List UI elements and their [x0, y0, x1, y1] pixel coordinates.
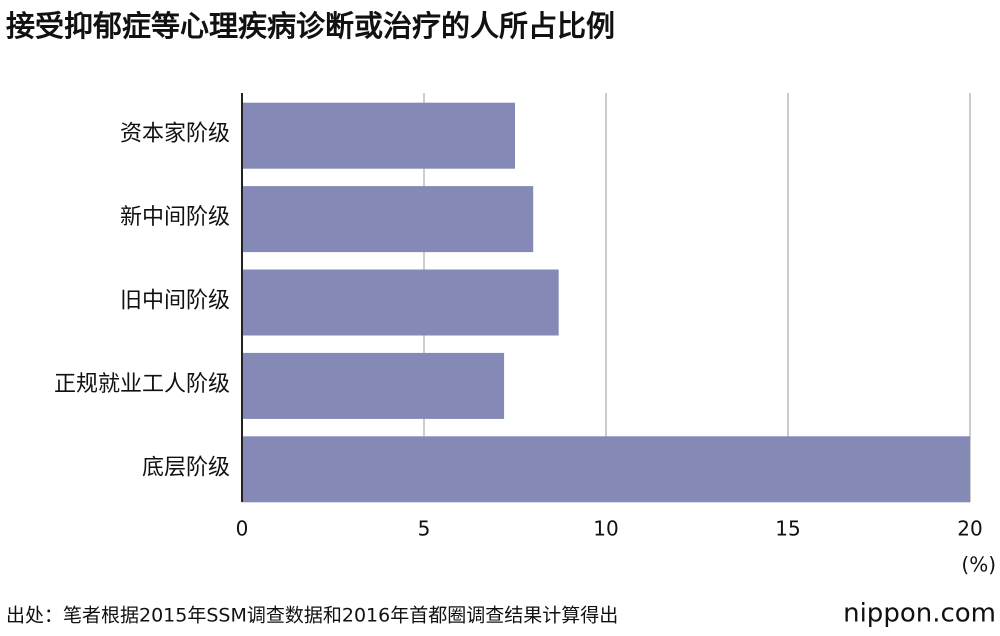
- bar: [242, 102, 515, 169]
- y-tick-label: 底层阶级: [142, 455, 230, 480]
- y-tick-label: 正规就业工人阶级: [54, 372, 230, 397]
- x-tick-label: 0: [236, 517, 249, 541]
- y-tick-label: 资本家阶级: [120, 122, 230, 147]
- x-tick-label: 15: [775, 517, 800, 541]
- bar: [242, 352, 505, 419]
- x-tick-label: 5: [418, 517, 431, 541]
- source-note: 出处：笔者根据2015年SSM调查数据和2016年首都圈调查结果计算得出: [6, 605, 618, 627]
- bar: [242, 436, 970, 503]
- chart-title: 接受抑郁症等心理疾病诊断或治疗的人所占比例: [6, 9, 615, 43]
- x-tick-label: 10: [593, 517, 618, 541]
- bar: [242, 269, 559, 336]
- bar: [242, 186, 534, 253]
- unit-label: (%): [961, 553, 996, 577]
- x-tick-label: 20: [957, 517, 982, 541]
- y-tick-label: 新中间阶级: [120, 205, 230, 230]
- y-tick-label: 旧中间阶级: [120, 289, 230, 314]
- watermark: nippon.com: [843, 599, 996, 629]
